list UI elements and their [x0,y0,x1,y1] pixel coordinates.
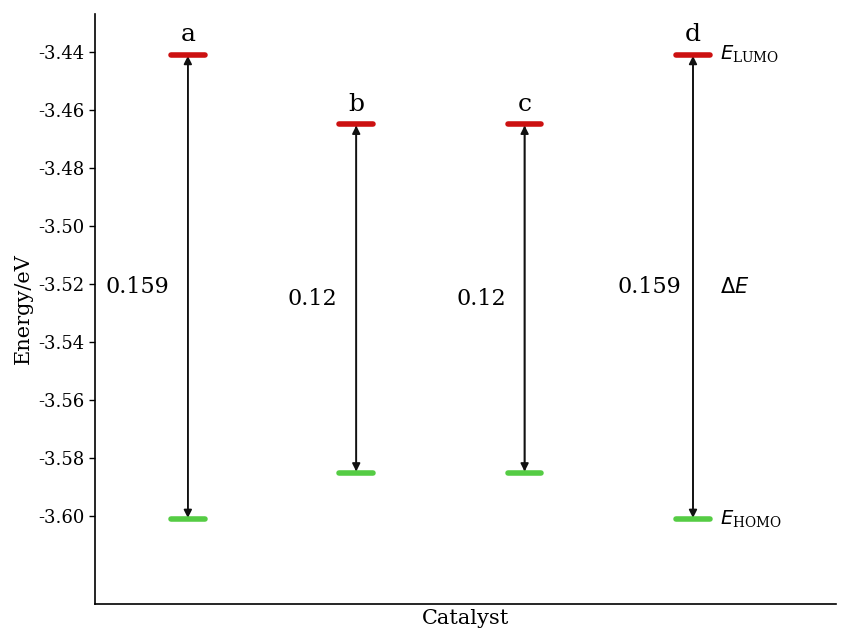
Y-axis label: Energy/eV: Energy/eV [14,254,33,364]
Text: $\Delta E$: $\Delta E$ [720,277,750,297]
Text: 0.159: 0.159 [617,276,681,298]
Text: 0.12: 0.12 [287,288,337,309]
Text: c: c [518,92,531,116]
Text: $E_{\mathregular{LUMO}}$: $E_{\mathregular{LUMO}}$ [720,44,779,65]
Text: d: d [685,23,701,46]
X-axis label: Catalyst: Catalyst [422,609,509,628]
Text: 0.12: 0.12 [456,288,506,309]
Text: b: b [348,92,365,116]
Text: 0.159: 0.159 [105,276,169,298]
Text: $E_{\mathregular{HOMO}}$: $E_{\mathregular{HOMO}}$ [720,508,782,530]
Text: a: a [180,23,196,46]
